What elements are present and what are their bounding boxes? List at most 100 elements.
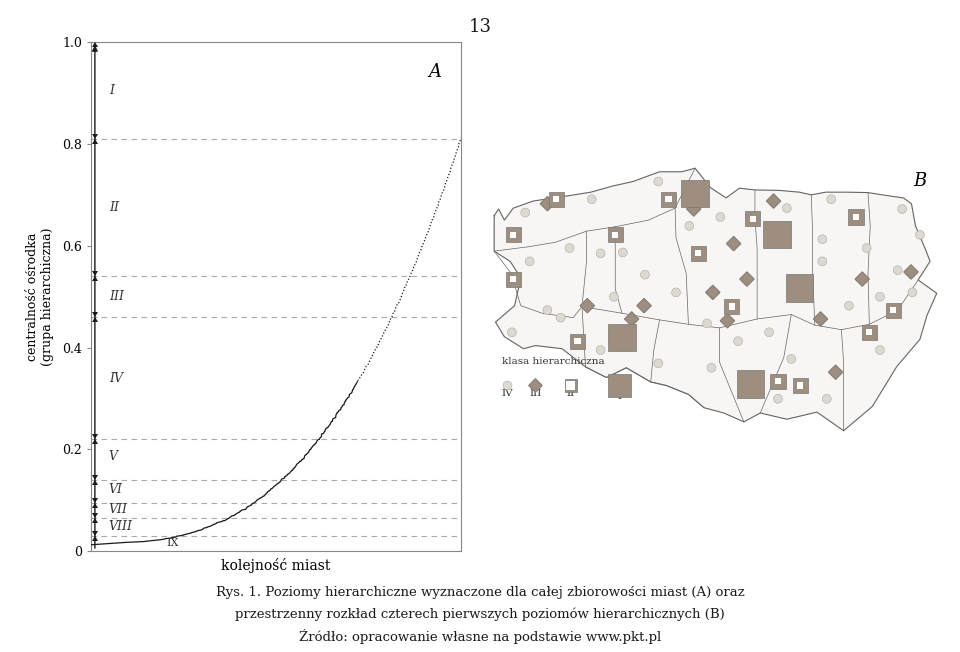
Circle shape [565,244,574,252]
Circle shape [654,177,662,186]
Text: Rys. 1. Poziomy hierarchiczne wyznaczone dla całej zbiorowości miast (A) oraz: Rys. 1. Poziomy hierarchiczne wyznaczone… [216,585,744,599]
Polygon shape [540,197,555,211]
Bar [729,303,735,310]
Bar [510,276,516,282]
Circle shape [876,346,884,355]
Circle shape [508,328,516,336]
Polygon shape [637,299,651,313]
Circle shape [596,249,605,258]
Circle shape [765,328,774,336]
Circle shape [818,235,827,244]
Circle shape [707,363,716,372]
Bar [763,221,791,248]
Text: I: I [617,392,622,401]
Circle shape [596,346,605,355]
Circle shape [503,381,512,390]
Text: III: III [529,389,541,398]
Circle shape [845,301,853,310]
Circle shape [640,270,649,279]
Text: A: A [428,63,442,81]
Bar [553,196,560,202]
Bar [852,214,859,220]
Circle shape [733,336,742,346]
Bar [510,231,516,238]
Bar [785,274,813,302]
Text: VIII: VIII [108,520,132,533]
Polygon shape [828,365,843,379]
Circle shape [618,248,627,257]
Circle shape [787,355,796,363]
Text: klasa hierarchiczna: klasa hierarchiczna [502,357,605,366]
Bar [849,209,864,224]
Polygon shape [625,312,638,326]
Polygon shape [706,286,720,299]
Circle shape [774,394,782,403]
Text: I: I [108,84,113,97]
Circle shape [893,266,902,274]
Circle shape [916,230,924,239]
Circle shape [818,257,827,266]
Bar [771,374,785,389]
Circle shape [684,222,694,230]
Polygon shape [740,272,754,286]
Bar [608,324,636,351]
Text: IV: IV [502,389,514,398]
Y-axis label: centralność ośrodka
(grupa hierarchiczna): centralność ośrodka (grupa hierarchiczna… [26,228,54,366]
Bar [695,250,701,256]
Circle shape [543,306,552,314]
Polygon shape [813,312,828,326]
Bar [612,231,618,238]
Text: 13: 13 [468,18,492,37]
Circle shape [827,195,835,203]
Bar [574,338,581,344]
Circle shape [908,288,917,297]
Polygon shape [904,265,918,279]
Polygon shape [686,202,701,216]
Polygon shape [727,237,741,251]
Bar [682,180,708,207]
Circle shape [525,257,534,266]
Polygon shape [855,272,870,286]
Text: IV: IV [108,372,123,385]
Bar [690,246,706,261]
Text: V: V [108,451,118,464]
Circle shape [610,292,618,301]
Text: VI: VI [108,483,123,496]
Polygon shape [529,379,542,392]
Polygon shape [720,314,734,328]
Circle shape [556,313,565,322]
Circle shape [588,195,596,203]
Bar [608,227,623,243]
Bar [793,378,807,393]
Bar [506,271,520,287]
Circle shape [672,288,681,297]
Bar [750,216,756,222]
Text: II: II [566,389,575,398]
Polygon shape [494,168,937,431]
Text: Źródło: opracowanie własne na podstawie www.pkt.pl: Źródło: opracowanie własne na podstawie … [299,629,661,644]
Bar [570,334,585,349]
Text: III: III [108,290,124,303]
Circle shape [876,292,884,301]
Bar [660,192,676,207]
Bar [745,211,760,226]
Bar [862,325,876,340]
Bar [665,196,672,202]
Polygon shape [580,299,594,313]
Text: przestrzenny rozkład czterech pierwszych poziomów hierarchicznych (B): przestrzenny rozkład czterech pierwszych… [235,608,725,621]
Bar [886,303,900,318]
X-axis label: kolejność miast: kolejność miast [222,558,330,573]
Text: B: B [913,172,926,190]
Circle shape [716,213,725,222]
Bar [725,299,739,314]
Circle shape [520,208,530,217]
Circle shape [654,359,662,368]
Bar [608,374,632,397]
Bar [797,382,804,389]
Bar [506,227,520,243]
Bar [775,378,781,384]
Circle shape [703,319,711,328]
Circle shape [862,244,871,252]
Bar [866,329,873,335]
Bar [890,307,897,313]
